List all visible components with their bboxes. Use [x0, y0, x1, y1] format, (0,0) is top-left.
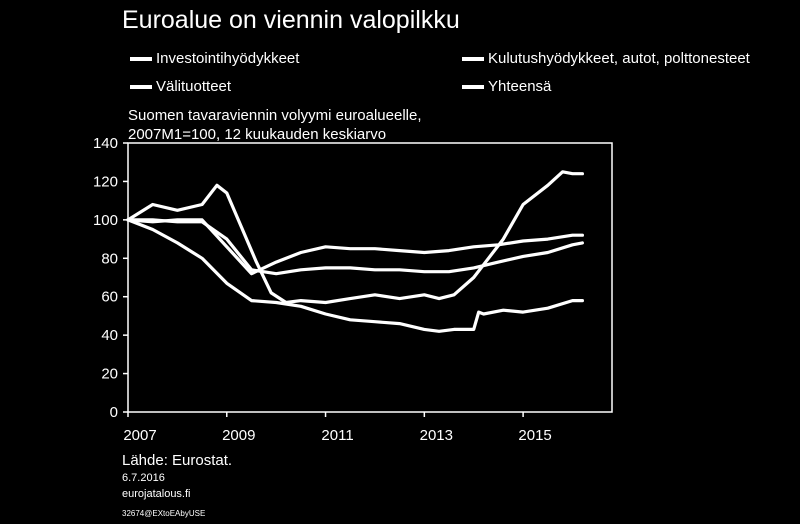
site-name: eurojatalous.fi: [122, 488, 191, 500]
line-consumer-goods: [126, 218, 585, 276]
legend-label: Investointihyödykkeet: [156, 50, 300, 67]
y-tick-label: 40: [101, 327, 118, 344]
legend-item-intermediate: Välituotteet: [130, 78, 231, 95]
plot-frame: [127, 142, 613, 413]
legend-swatch: [462, 56, 484, 61]
legend-swatch: [130, 56, 152, 61]
chart-subtitle: Suomen tavaraviennin volyymi euroalueell…: [128, 106, 422, 144]
y-tick-label: 0: [110, 404, 118, 421]
y-tick-label: 100: [93, 212, 118, 229]
x-tick-label: 2013: [420, 427, 453, 444]
publish-date: 6.7.2016: [122, 472, 165, 484]
legend-swatch: [130, 84, 152, 89]
y-tick-label: 20: [101, 366, 118, 383]
legend-label: Kulutushyödykkeet, autot, polttonesteet: [488, 50, 750, 67]
x-tick-label: 2011: [321, 427, 353, 444]
legend-item-investment: Investointihyödykkeet: [130, 50, 299, 67]
chart-code: 32674@EXtoEAbyUSE: [122, 509, 206, 518]
y-tick-label: 140: [93, 135, 118, 152]
x-tick-label: 2015: [518, 427, 551, 444]
line-investment-goods: [126, 170, 585, 305]
y-tick-label: 120: [93, 173, 118, 190]
legend-item-total: Yhteensä: [462, 78, 551, 95]
subtitle-line: Suomen tavaraviennin volyymi euroalueell…: [128, 107, 422, 124]
legend-label: Yhteensä: [488, 78, 552, 95]
y-tick-label: 60: [101, 289, 118, 306]
legend-item-consumer: Kulutushyödykkeet, autot, polttonesteet: [462, 50, 750, 67]
subtitle-line: 2007M1=100, 12 kuukauden keskiarvo: [128, 126, 387, 143]
legend-swatch: [462, 84, 484, 89]
line-intermediate-goods: [126, 218, 585, 333]
y-tick-label: 80: [101, 250, 118, 267]
x-tick-label: 2007: [123, 427, 156, 444]
x-tick-label: 2009: [222, 427, 255, 444]
line-total: [126, 218, 585, 276]
source-note: Lähde: Eurostat.: [122, 452, 233, 469]
chart-title: Euroalue on viennin valopilkku: [122, 6, 460, 34]
legend-label: Välituotteet: [156, 78, 232, 95]
